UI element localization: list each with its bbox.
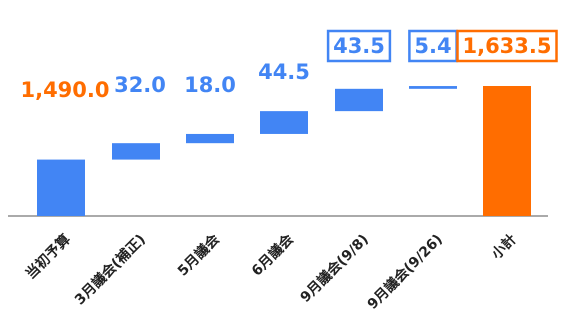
bar-2 — [112, 143, 160, 160]
category-label-6: 9月議会(9/26) — [364, 231, 446, 313]
category-label-5: 9月議会(9/8) — [297, 231, 372, 306]
value-label-1: 1,490.0 — [20, 78, 109, 102]
value-label-box-7 — [456, 29, 558, 63]
category-label-7: 小計 — [488, 231, 520, 263]
category-label-2: 3月議会(補正) — [71, 231, 148, 308]
category-label-1: 当初予算 — [22, 231, 74, 283]
bar-5 — [335, 88, 383, 112]
category-label-4: 6月議会 — [248, 230, 297, 279]
bar-3 — [186, 133, 234, 144]
value-label-6: 5.4 — [414, 34, 451, 58]
value-label-3: 18.0 — [184, 73, 236, 97]
value-label-5: 43.5 — [333, 34, 385, 58]
value-label-4: 44.5 — [258, 60, 310, 84]
bar-1 — [37, 159, 85, 216]
category-label-3: 5月議会 — [174, 230, 223, 279]
value-label-7: 1,633.5 — [462, 34, 551, 58]
bar-6 — [409, 86, 457, 89]
value-label-box-5 — [326, 29, 392, 63]
value-label-2: 32.0 — [114, 73, 166, 97]
bar-4 — [260, 111, 308, 134]
bar-7 — [483, 86, 531, 216]
